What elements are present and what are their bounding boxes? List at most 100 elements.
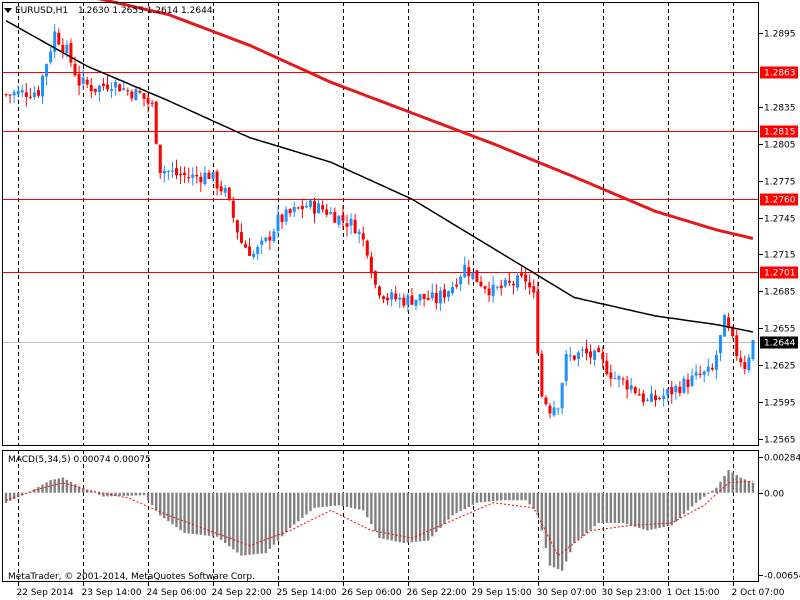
candle-body	[239, 232, 243, 243]
macd-bar	[544, 492, 548, 549]
macd-bar	[703, 492, 706, 497]
time-label: 30 Sep 07:00	[537, 588, 597, 598]
candle-body	[629, 385, 633, 390]
macd-bar	[159, 492, 162, 516]
macd-bar	[495, 492, 499, 501]
macd-bar	[646, 492, 649, 531]
macd-histogram	[4, 470, 755, 571]
macd-bar	[479, 492, 483, 503]
candle-body	[743, 362, 747, 370]
chart-header: EURUSD,H1 1.2630 1.2655 1.2614 1.2644	[4, 6, 213, 16]
candle-body	[276, 215, 280, 231]
candle-body	[601, 353, 605, 360]
macd-bar	[284, 492, 288, 533]
candle-body	[710, 367, 714, 370]
macd-label: MACD(5,34,5) 0.00074 0.00075	[8, 455, 151, 465]
candle-body	[126, 90, 130, 92]
macd-bar	[560, 492, 564, 571]
candle-body	[292, 206, 296, 212]
candle-body	[300, 205, 304, 210]
macd-bar	[512, 492, 515, 501]
macd-bar	[65, 479, 69, 493]
macd-bar	[114, 492, 117, 497]
time-label: 2 Oct 07:00	[732, 588, 785, 598]
candle-body	[349, 218, 353, 226]
level-lines[interactable]	[2, 72, 759, 343]
macd-bar	[694, 492, 698, 503]
macd-bar	[175, 492, 178, 528]
macd-bar	[569, 492, 572, 553]
macd-bar	[345, 492, 349, 507]
candle-body	[572, 355, 576, 360]
time-label: 29 Sep 15:00	[472, 588, 532, 598]
macd-bar	[33, 489, 36, 493]
macd-signal-line	[5, 480, 753, 557]
macd-bar	[102, 492, 105, 497]
macd-bar	[682, 492, 686, 515]
candle-body	[564, 354, 568, 381]
macd-bar	[37, 486, 40, 493]
candle-body	[491, 284, 495, 297]
candle-body	[637, 394, 641, 396]
macd-bar	[248, 492, 251, 555]
candle-body	[146, 97, 150, 104]
candle-body	[118, 84, 122, 92]
macd-bar	[244, 492, 247, 556]
candle-body	[325, 209, 329, 215]
candle-body	[438, 290, 442, 304]
macd-bar	[463, 492, 466, 510]
macd-bar	[443, 492, 446, 524]
ohlc-label: 1.2630 1.2655 1.2614 1.2644	[78, 6, 213, 16]
macd-bar	[106, 492, 109, 497]
macd-bar	[634, 492, 637, 527]
macd-bar	[715, 487, 718, 493]
macd-bar	[625, 492, 629, 525]
candle-body	[495, 286, 499, 288]
macd-bar	[548, 492, 552, 566]
candle-body	[625, 380, 629, 390]
time-label: 24 Sep 06:00	[147, 588, 207, 598]
macd-bar	[207, 492, 211, 536]
candle-body	[365, 240, 369, 256]
macd-bar	[301, 492, 304, 518]
macd-bar	[406, 492, 410, 543]
macd-bar	[601, 492, 604, 523]
candle-body	[89, 85, 93, 92]
candle-body	[28, 97, 32, 99]
candle-body	[49, 51, 53, 63]
macd-bar	[366, 492, 369, 518]
macd-bar	[483, 492, 487, 502]
macd-bar	[459, 492, 462, 512]
macd-bar	[98, 492, 101, 495]
macd-bar	[150, 492, 154, 506]
candle-body	[434, 293, 438, 303]
macd-bar	[240, 492, 243, 556]
macd-bar	[666, 492, 669, 527]
macd-bar	[146, 492, 150, 501]
candle-body	[199, 176, 203, 183]
candle-body	[154, 101, 158, 144]
candle-body	[670, 386, 674, 395]
macd-bar	[577, 492, 580, 540]
time-label: 24 Sep 22:00	[212, 588, 272, 598]
candle-body	[487, 288, 491, 296]
macd-bar	[155, 492, 158, 511]
price-label: 1.2835	[764, 104, 796, 114]
candle-body	[483, 286, 487, 289]
macd-scale-label: 0.00284	[764, 454, 800, 464]
candle-body	[633, 387, 637, 394]
macd-bar	[8, 492, 12, 501]
candle-body	[576, 352, 580, 359]
price-label: 1.2895	[764, 30, 796, 40]
macd-bar	[321, 492, 324, 507]
candle-body	[69, 43, 73, 63]
dropdown-triangle-icon[interactable]	[4, 8, 12, 13]
macd-bar	[215, 492, 219, 537]
candle-body	[61, 44, 65, 52]
slow-ma-line	[97, 0, 754, 240]
macd-bar	[171, 492, 174, 525]
price-panel-frame	[2, 2, 759, 446]
macd-bar	[183, 492, 186, 533]
macd-bar	[386, 492, 389, 540]
